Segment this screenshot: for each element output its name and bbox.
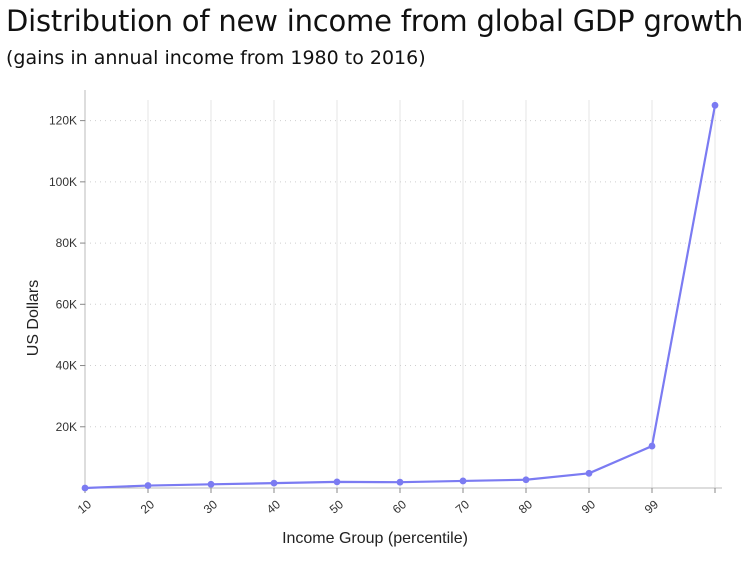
x-ticks: 10 20 30 40 50 60 70 80 90 99 [75,488,716,517]
x-tick-label: 10 [75,497,94,517]
x-axis-title: Income Group (percentile) [282,530,468,547]
y-tick-label: 100K [49,175,77,189]
x-tick-label: 20 [138,497,157,517]
y-tick-label: 60K [56,297,77,311]
data-point [585,469,593,477]
data-point [711,101,719,109]
x-tick-label: 90 [579,497,598,517]
axes [84,90,722,489]
x-tick-label: 60 [390,497,409,517]
x-tick-label: 40 [264,497,283,517]
data-point [144,482,152,489]
x-tick-label: 70 [453,497,472,517]
y-tick-label: 80K [56,236,77,250]
data-point [207,480,215,488]
data-point [333,478,341,486]
y-tick-label: 20K [56,420,77,434]
x-tick-label: 50 [327,497,346,517]
data-point [648,442,656,450]
x-tick-label: 30 [201,497,220,517]
series [81,101,719,492]
data-point [522,476,530,484]
grid [85,100,722,488]
x-tick-label: 99 [642,497,661,517]
y-tick-label: 40K [56,359,77,373]
data-point [81,484,89,492]
chart-title: Distribution of new income from global G… [6,4,744,38]
data-point [396,478,404,486]
x-tick-label: 80 [516,497,535,517]
data-point [459,477,467,485]
chart-subtitle: (gains in annual income from 1980 to 201… [6,47,426,69]
y-axis-title: US Dollars [25,280,42,356]
y-tick-label: 120K [49,114,77,128]
y-ticks: 20K 40K 60K 80K 100K 120K [49,114,85,434]
data-point [270,479,278,487]
